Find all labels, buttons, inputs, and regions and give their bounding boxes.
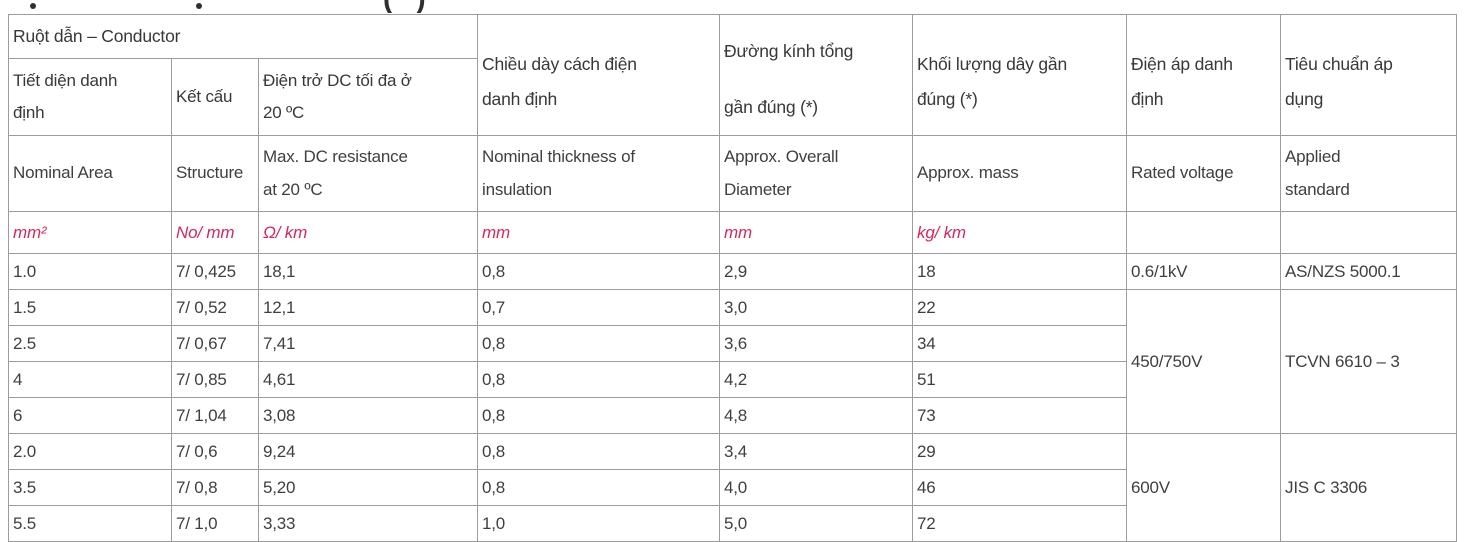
- table-cell: 0,8: [477, 397, 721, 434]
- unit-rated-voltage: [1126, 211, 1282, 254]
- unit-structure: No/ mm: [171, 211, 259, 254]
- unit-overall-diameter: mm: [719, 211, 914, 254]
- column-header-nominal-area-en: Nominal Area: [8, 135, 172, 212]
- table-row: 4 7/ 0,85 4,61 0,8 4,2 51: [8, 361, 1457, 398]
- column-header-applied-standard-en: Applied standard: [1280, 135, 1458, 212]
- column-header-dc-resistance-vi: Điện trở DC tối đa ở 20 ºC: [257, 57, 479, 137]
- table-header: Ruột dẫn – Conductor Chiều dày cách điện…: [7, 14, 1458, 254]
- table-cell: 5,0: [719, 505, 914, 542]
- conductor-group-row: Ruột dẫn – Conductor Chiều dày cách điện…: [7, 14, 1458, 136]
- column-header-structure-en: Structure: [171, 135, 259, 212]
- column-header-applied-standard-vi: Tiêu chuẩn áp dụng: [1280, 14, 1458, 136]
- table-row: 2.0 7/ 0,6 9,24 0,8 3,4 29 600V JIS C 3306: [8, 433, 1458, 542]
- table-cell: 2,9: [719, 253, 914, 290]
- table-cell: 1,0: [477, 505, 721, 542]
- table-cell: 4,8: [719, 397, 914, 434]
- table-cell: 12,1: [257, 289, 479, 326]
- column-header-dc-resistance-en: Max. DC resistance at 20 ºC: [257, 135, 479, 212]
- table-cell: 5,20: [257, 469, 479, 506]
- table-cell: 7/ 0,8: [171, 469, 259, 506]
- column-header-structure-vi: Kết cấu: [171, 57, 259, 137]
- table-cell: 34: [912, 325, 1128, 362]
- clipped-heading-dot-fragment: [30, 3, 36, 9]
- table-body: 1.0 7/ 0,425 18,1 0,8 2,9 18 0.6/1kV AS/NZS 500…: [8, 253, 1458, 542]
- column-header-overall-diameter-vi: Đường kính tổng gần đúng (*): [719, 14, 914, 136]
- standard-cell: TCVN 6610 – 3: [1280, 289, 1458, 434]
- table-cell: 2.0: [8, 433, 172, 470]
- table-row: 1.0 7/ 0,425 18,1 0,8 2,9 18 0.6/1kV AS/NZS 500…: [8, 253, 1458, 290]
- table-row: 1.5 7/ 0,52 12,1 0,7 3,0 22 450/750V TCVN 6610 …: [8, 289, 1458, 434]
- table-row: 5.5 7/ 1,0 3,33 1,0 5,0 72: [8, 505, 1457, 542]
- table-cell: 5.5: [8, 505, 172, 542]
- table-cell: 4,61: [257, 361, 479, 398]
- table-cell: 3,0: [719, 289, 914, 326]
- table-cell: 7/ 0,85: [171, 361, 259, 398]
- units-row: mm² No/ mm Ω/ km mm mm kg/ km: [8, 211, 1458, 254]
- table-cell: 73: [912, 397, 1128, 434]
- table-cell: 0,8: [477, 253, 721, 290]
- table-cell: 7/ 1,04: [171, 397, 259, 434]
- table-cell: 7,41: [257, 325, 479, 362]
- table-cell: 2.5: [8, 325, 172, 362]
- table-cell: 22: [912, 289, 1128, 326]
- table-cell: 46: [912, 469, 1128, 506]
- table-cell: 4,0: [719, 469, 914, 506]
- table-cell: 0,8: [477, 361, 721, 398]
- table-cell: 3,33: [257, 505, 479, 542]
- column-header-mass-en: Approx. mass: [912, 135, 1128, 212]
- unit-applied-standard: [1280, 211, 1458, 254]
- table-cell: 4,2: [719, 361, 914, 398]
- table-cell: 3.5: [8, 469, 172, 506]
- clipped-heading-paren-close-fragment: ): [416, 0, 426, 13]
- table-cell: 29: [912, 433, 1128, 470]
- table-cell: 7/ 0,52: [171, 289, 259, 326]
- unit-dc-resistance: Ω/ km: [257, 211, 479, 254]
- column-header-overall-diameter-en: Approx. Overall Diameter: [719, 135, 914, 212]
- table-cell: 6: [8, 397, 172, 434]
- table-cell: 0,8: [477, 433, 721, 470]
- voltage-cell: 0.6/1kV: [1126, 253, 1282, 290]
- clipped-heading-dot-fragment: [196, 3, 202, 9]
- table-cell: 0,8: [477, 469, 721, 506]
- table-cell: 0,8: [477, 325, 721, 362]
- clipped-heading: ( ): [0, 0, 1464, 13]
- unit-mass: kg/ km: [912, 211, 1128, 254]
- table-cell: 51: [912, 361, 1128, 398]
- table-row: 3.5 7/ 0,8 5,20 0,8 4,0 46: [8, 469, 1457, 506]
- standard-cell: JIS C 3306: [1280, 433, 1458, 542]
- table-row: 2.5 7/ 0,67 7,41 0,8 3,6 34: [8, 325, 1457, 362]
- table-cell: 1.0: [8, 253, 172, 290]
- table-cell: 9,24: [257, 433, 479, 470]
- english-header-row: Nominal Area Structure Max. DC resistanc…: [8, 135, 1458, 212]
- table-cell: 7/ 0,6: [171, 433, 259, 470]
- conductor-subheader-row: Tiết diện danh định Kết cấu Điện trở DC …: [8, 57, 1457, 137]
- table-cell: 3,6: [719, 325, 914, 362]
- table-cell: 0,7: [477, 289, 721, 326]
- column-header-rated-voltage-en: Rated voltage: [1126, 135, 1282, 212]
- column-header-insulation-thickness-en: Nominal thickness of insulation: [477, 135, 721, 212]
- unit-insulation-thickness: mm: [477, 211, 721, 254]
- table-cell: 1.5: [8, 289, 172, 326]
- conductor-group-header: Ruột dẫn – Conductor: [7, 14, 479, 59]
- table-cell: 18: [912, 253, 1128, 290]
- voltage-cell: 600V: [1126, 433, 1282, 542]
- table-cell: 4: [8, 361, 172, 398]
- table-cell: 3,4: [719, 433, 914, 470]
- table-cell: 7/ 1,0: [171, 505, 259, 542]
- column-header-insulation-thickness-vi: Chiều dày cách điện danh định: [477, 14, 721, 136]
- clipped-heading-paren-open-fragment: (: [383, 0, 393, 13]
- column-header-nominal-area-vi: Tiết diện danh định: [8, 57, 172, 137]
- column-header-rated-voltage-vi: Điện áp danh định: [1126, 14, 1282, 136]
- cable-spec-table: Ruột dẫn – Conductor Chiều dày cách điện…: [7, 14, 1458, 542]
- voltage-cell: 450/750V: [1126, 289, 1282, 434]
- standard-cell: AS/NZS 5000.1: [1280, 253, 1458, 290]
- unit-nominal-area: mm²: [8, 211, 172, 254]
- table-cell: 18,1: [257, 253, 479, 290]
- table-cell: 7/ 0,425: [171, 253, 259, 290]
- table-cell: 3,08: [257, 397, 479, 434]
- column-header-mass-vi: Khối lượng dây gần đúng (*): [912, 14, 1128, 136]
- table-cell: 7/ 0,67: [171, 325, 259, 362]
- table-cell: 72: [912, 505, 1128, 542]
